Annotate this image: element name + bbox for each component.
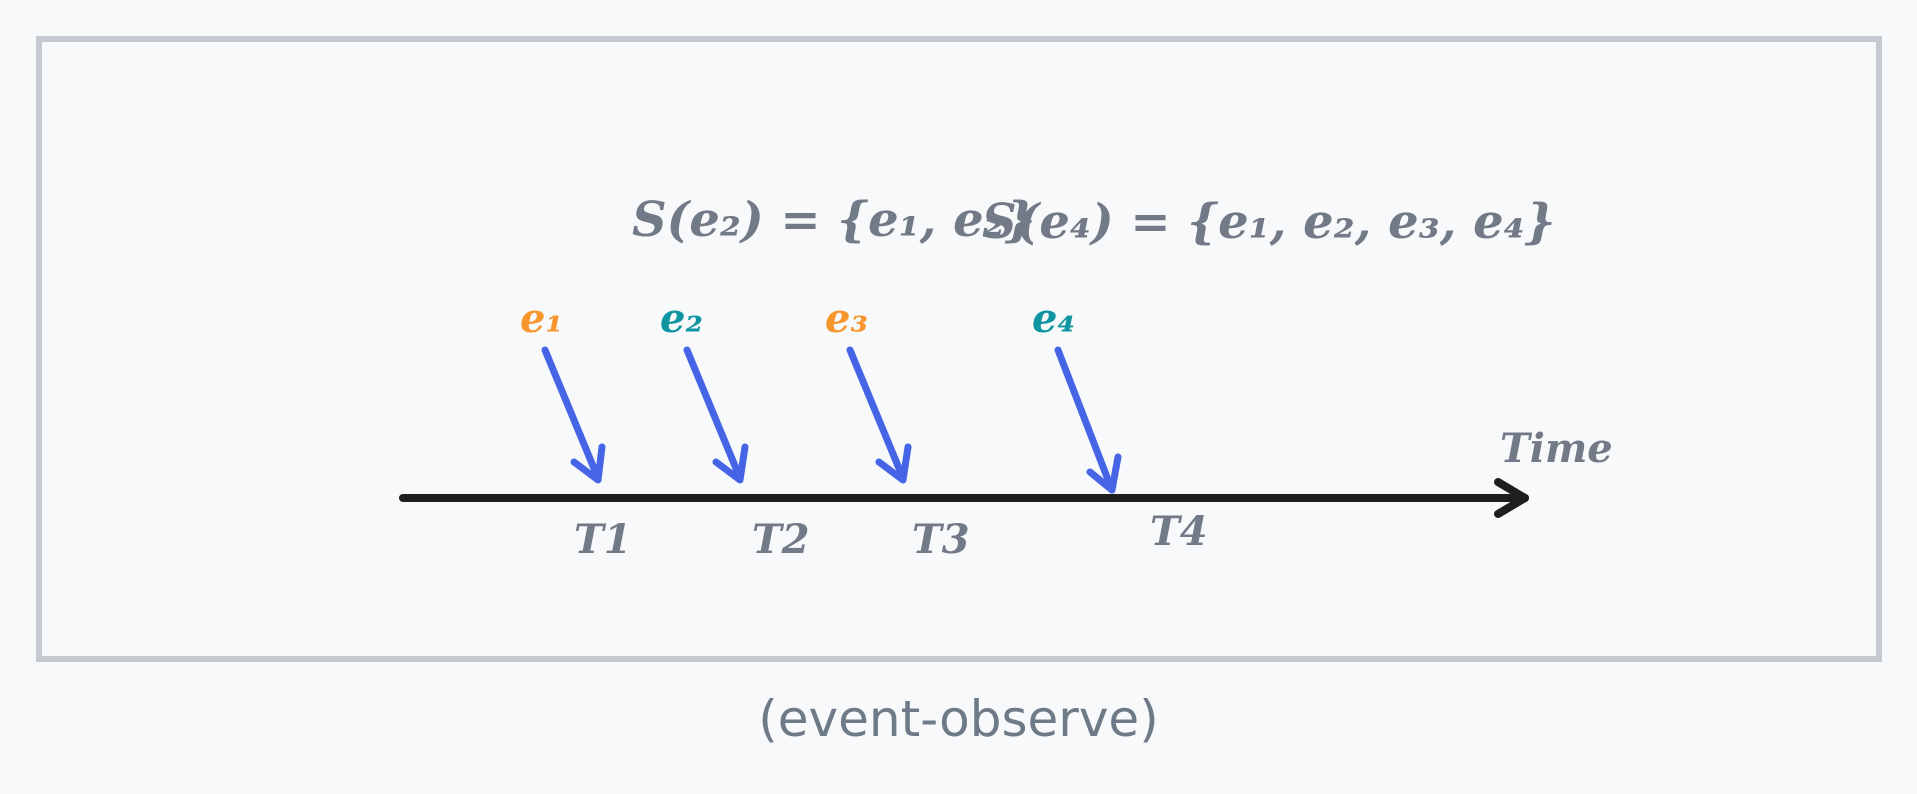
- event-arrow-e2: [683, 346, 749, 484]
- time-axis: [399, 478, 1529, 518]
- event-arrow-e1: [541, 346, 606, 484]
- event-label-e3: e₃: [825, 295, 868, 342]
- diagram-caption: (event-observe): [758, 690, 1159, 748]
- tick-label-t2: T2: [752, 516, 810, 563]
- tick-label-t4: T4: [1150, 508, 1208, 555]
- event-label-e1: e₁: [520, 295, 563, 342]
- event-label-e4: e₄: [1032, 295, 1075, 342]
- axis-label-time: Time: [1500, 425, 1613, 472]
- diagram-frame: [36, 36, 1882, 662]
- event-arrow-e4: [1054, 346, 1122, 494]
- formula-s-e2: S(e₂) = {e₁, e₂}: [632, 192, 1036, 248]
- tick-label-t1: T1: [574, 516, 632, 563]
- event-label-e2: e₂: [660, 295, 703, 342]
- formula-s-e4: S(e₄) = {e₁, e₂, e₃, e₄}: [982, 194, 1556, 250]
- tick-label-t3: T3: [912, 516, 970, 563]
- event-arrow-e3: [846, 346, 912, 484]
